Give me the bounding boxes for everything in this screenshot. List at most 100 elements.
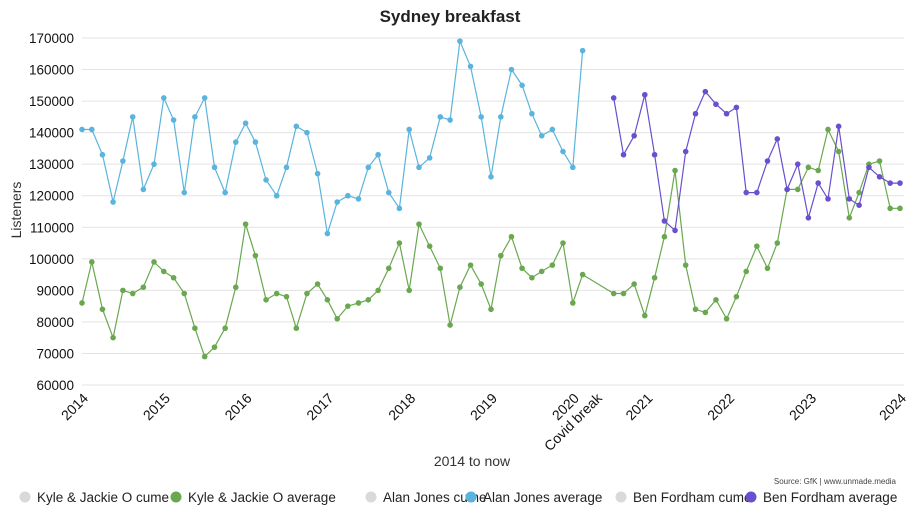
data-point — [170, 274, 177, 281]
data-point — [110, 199, 116, 205]
data-point — [283, 293, 290, 300]
data-point — [416, 221, 422, 227]
data-point — [579, 47, 586, 54]
data-point — [89, 259, 95, 265]
data-point — [702, 309, 709, 316]
data-point — [170, 117, 177, 123]
data-point — [242, 221, 249, 227]
data-point — [324, 297, 331, 303]
y-tick-label: 170000 — [29, 31, 74, 46]
data-point — [140, 186, 147, 193]
data-point — [181, 290, 188, 297]
data-point — [887, 180, 893, 186]
data-point — [876, 158, 883, 164]
data-point — [825, 126, 831, 133]
legend-label: Alan Jones average — [483, 490, 602, 505]
data-point — [129, 290, 136, 297]
legend-marker — [170, 491, 182, 503]
data-point — [110, 334, 116, 341]
data-point — [672, 227, 678, 234]
data-point — [140, 284, 147, 291]
data-point — [324, 230, 331, 237]
y-tick-label: 130000 — [29, 157, 74, 172]
x-tick-label: 2022 — [704, 390, 737, 423]
data-point — [743, 268, 750, 275]
data-point — [876, 174, 883, 180]
data-point — [733, 104, 740, 111]
data-point — [672, 167, 678, 174]
data-point — [120, 287, 126, 294]
legend-item[interactable]: Kyle & Jackie O cume — [19, 490, 170, 505]
x-tick-label: 2019 — [467, 390, 500, 423]
data-point — [519, 82, 525, 89]
data-point — [375, 151, 381, 158]
data-point — [856, 202, 862, 208]
data-point — [764, 265, 771, 272]
data-point — [151, 161, 157, 167]
data-point — [201, 95, 208, 101]
data-point — [856, 189, 862, 196]
data-point — [897, 180, 903, 186]
data-point — [242, 120, 249, 126]
data-point — [457, 284, 463, 291]
data-point — [120, 158, 126, 164]
data-point — [661, 218, 668, 224]
data-point — [754, 243, 760, 249]
data-point — [406, 126, 413, 133]
legend-item[interactable]: Ben Fordham average — [745, 490, 898, 505]
data-point — [815, 167, 821, 174]
data-point — [846, 215, 853, 221]
data-point — [887, 205, 893, 212]
data-point — [897, 205, 903, 212]
data-point — [538, 268, 545, 275]
data-point — [273, 290, 280, 297]
data-point — [866, 164, 872, 171]
data-point — [723, 315, 730, 322]
data-point — [519, 265, 525, 272]
data-point — [375, 287, 381, 294]
data-point — [304, 129, 310, 136]
data-point — [232, 284, 239, 291]
data-point — [478, 281, 484, 287]
data-point — [426, 243, 433, 249]
source-note: Source: GfK | www.unmade.media — [774, 477, 897, 486]
data-point — [570, 300, 576, 306]
legend-label: Ben Fordham cume — [633, 490, 752, 505]
data-point — [201, 353, 208, 360]
data-point — [181, 189, 188, 196]
data-point — [273, 192, 280, 199]
data-point — [570, 164, 576, 171]
data-point — [192, 325, 198, 332]
x-tick-label: 2021 — [622, 390, 655, 423]
x-tick-label: 2016 — [221, 390, 254, 423]
data-point — [620, 151, 627, 158]
data-point — [651, 274, 658, 281]
data-point — [263, 297, 269, 303]
legend-item[interactable]: Alan Jones average — [465, 490, 603, 505]
data-point — [447, 117, 453, 123]
data-point — [252, 139, 259, 145]
y-tick-label: 70000 — [36, 346, 74, 361]
series-line — [82, 38, 584, 234]
data-point — [498, 114, 504, 120]
data-point — [631, 281, 637, 287]
data-point — [764, 158, 771, 164]
data-point — [222, 325, 228, 332]
data-point — [549, 126, 556, 133]
data-point — [794, 161, 801, 167]
legend-item[interactable]: Kyle & Jackie O average — [170, 490, 336, 505]
data-point — [835, 123, 842, 130]
data-point — [314, 281, 321, 287]
data-point — [385, 189, 392, 196]
y-tick-label: 160000 — [29, 63, 74, 78]
y-tick-label: 90000 — [36, 283, 74, 298]
data-point — [89, 126, 95, 133]
y-tick-label: 110000 — [30, 220, 74, 235]
legend-marker — [19, 491, 31, 503]
data-point — [560, 148, 566, 155]
data-point — [129, 114, 136, 120]
legend-item[interactable]: Ben Fordham cume — [615, 490, 752, 505]
legend-item[interactable]: Alan Jones cume — [365, 490, 487, 505]
x-tick-label: 2014 — [58, 390, 91, 423]
data-point — [211, 344, 218, 350]
